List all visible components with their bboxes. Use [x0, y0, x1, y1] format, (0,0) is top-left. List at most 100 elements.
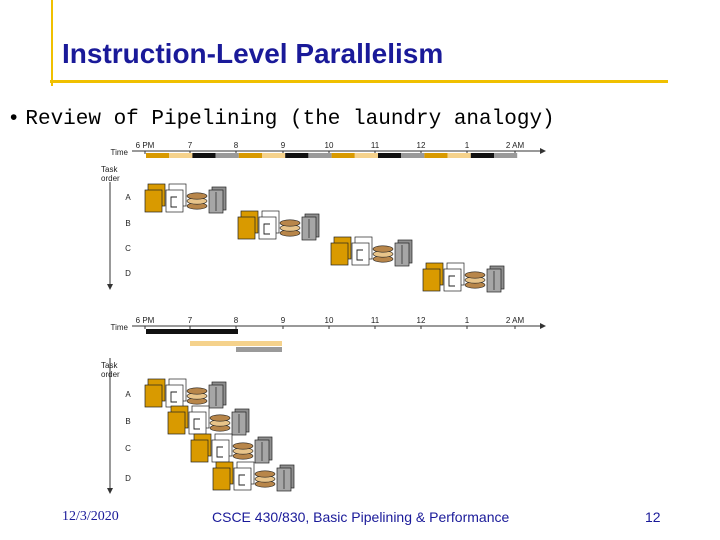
dryer-front: [188, 411, 207, 435]
sequential-tick-label: 6 PM: [136, 141, 155, 150]
sequential-task-axis-arrow: [107, 284, 113, 290]
washer-front: [144, 189, 163, 213]
pipelined-task-label: order: [101, 370, 120, 379]
sequential-load-B: [237, 210, 320, 241]
dryer-door: [193, 418, 200, 430]
washer-icon: [190, 433, 212, 463]
washer-front: [237, 216, 256, 240]
closet-icon: [254, 436, 273, 464]
sequential-task-B: B: [125, 219, 130, 228]
sequential-tick-label: 12: [417, 141, 426, 150]
sequential-load-A: [144, 183, 227, 214]
dryer-door: [170, 391, 177, 403]
dryer-icon: [258, 210, 280, 240]
washer-front: [330, 242, 349, 266]
pipelined-stage-bar: [215, 329, 238, 334]
sequential-time-axis-arrow: [540, 148, 546, 154]
folded-clothes-layer: [186, 387, 208, 395]
pipelined-tick-label: 8: [234, 316, 239, 325]
bullet-text: Review of Pipelining (the laundry analog…: [25, 108, 555, 131]
washer-front: [144, 384, 163, 408]
dryer-icon: [165, 378, 187, 408]
folded-clothes-layer: [232, 442, 254, 450]
sequential-stage-bar: [285, 153, 309, 158]
pipelined-tick-label: 11: [371, 316, 380, 325]
pipelined-tick-label: 12: [417, 316, 426, 325]
dryer-door: [238, 474, 245, 486]
washer-icon: [167, 405, 189, 435]
dryer-door: [216, 446, 223, 458]
sequential-stage-bar: [494, 153, 518, 158]
closet-icon: [208, 381, 227, 409]
folded-laundry-icon: [232, 442, 254, 460]
pipelined-tick-label: 10: [325, 316, 334, 325]
sequential-tick-label: 9: [281, 141, 286, 150]
closet-icon: [301, 213, 320, 241]
washer-icon: [144, 378, 166, 408]
sequential-stage-bar: [401, 153, 425, 158]
pipelined-time-axis-arrow: [540, 323, 546, 329]
pipelined-load-D: [212, 461, 295, 492]
sequential-stage-bar: [378, 153, 402, 158]
sequential-tick-label: 11: [371, 141, 380, 150]
dryer-front: [211, 439, 230, 463]
pipelined-tick-label: 6 PM: [136, 316, 155, 325]
sequential-task-D: D: [125, 269, 131, 278]
closet-icon: [486, 265, 505, 293]
pipelined-load-C: [190, 433, 273, 464]
dryer-front: [351, 242, 370, 266]
pipelined-tick-label: 7: [188, 316, 193, 325]
pipelined-time-label: Time: [111, 323, 129, 332]
dryer-front: [443, 268, 462, 292]
dryer-icon: [188, 405, 210, 435]
folded-clothes-layer: [464, 271, 486, 279]
dryer-front: [165, 189, 184, 213]
footer-page-number: 12: [645, 509, 661, 525]
closet-icon: [231, 408, 250, 436]
pipelined-task-D: D: [125, 474, 131, 483]
washer-icon: [330, 236, 352, 266]
sequential-task-A: A: [125, 193, 131, 202]
sequential-tick-label: 8: [234, 141, 239, 150]
dryer-door: [263, 223, 270, 235]
bullet-item: • Review of Pipelining (the laundry analo…: [10, 106, 555, 131]
closet-icon: [276, 464, 295, 492]
footer-course: CSCE 430/830, Basic Pipelining & Perform…: [212, 509, 510, 525]
pipelined-stage-bar: [259, 347, 282, 352]
dryer-icon: [165, 183, 187, 213]
sequential-tick-label: 2 AM: [506, 141, 525, 150]
pipelined-stage-bar: [146, 329, 169, 334]
sequential-stage-bar: [146, 153, 170, 158]
slide-title: Instruction-Level Parallelism: [62, 38, 444, 69]
dryer-icon: [443, 262, 465, 292]
washer-icon: [212, 461, 234, 491]
closet-icon: [208, 186, 227, 214]
sequential-stage-bar: [238, 153, 262, 158]
washer-front: [190, 439, 209, 463]
pipelined-load-A: [144, 378, 227, 409]
title-accent-line: [51, 0, 53, 86]
folded-laundry-icon: [464, 271, 486, 289]
sequential-stage-bar: [169, 153, 193, 158]
washer-front: [422, 268, 441, 292]
pipelined-task-A: A: [125, 390, 131, 399]
washer-icon: [144, 183, 166, 213]
pipelined-load-B: [167, 405, 250, 436]
folded-clothes-layer: [372, 245, 394, 253]
pipelined-task-B: B: [125, 417, 130, 426]
sequential-stage-bar: [447, 153, 471, 158]
pipelined-stage-bar: [236, 341, 259, 346]
folded-laundry-icon: [209, 414, 231, 432]
dryer-front: [258, 216, 277, 240]
pipelined-stage-bar: [213, 341, 236, 346]
sequential-stage-bar: [262, 153, 286, 158]
dryer-front: [165, 384, 184, 408]
sequential-stage-bar: [192, 153, 216, 158]
sequential-task-label: Task: [101, 165, 118, 174]
dryer-door: [448, 275, 455, 287]
washer-front: [167, 411, 186, 435]
folded-clothes-layer: [209, 414, 231, 422]
folded-clothes-layer: [254, 470, 276, 478]
pipelined-tick-label: 2 AM: [506, 316, 525, 325]
sequential-tick-label: 7: [188, 141, 193, 150]
